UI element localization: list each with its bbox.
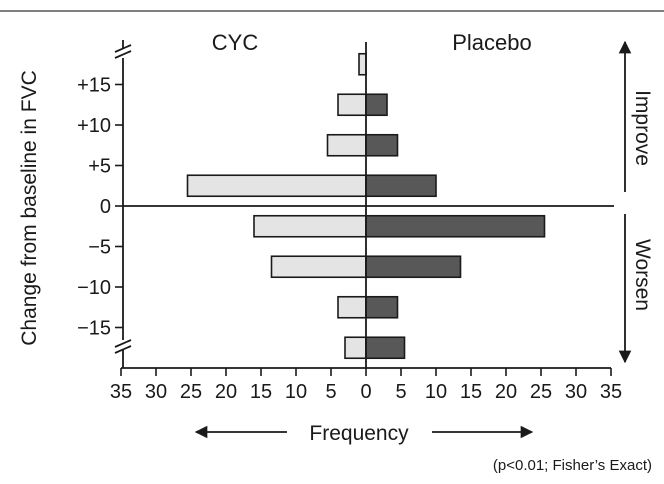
x-tick-label: 30 (145, 381, 167, 403)
x-ticks-group: 35 30 25 20 15 10 5 0 5 10 15 20 25 30 35 (110, 368, 622, 403)
x-tick-label: 5 (325, 381, 336, 403)
improve-label: Improve (631, 90, 654, 166)
y-tick-label: −10 (77, 277, 111, 299)
bar-cyc-7 (344, 336, 367, 360)
y-tick-label: −15 (77, 318, 111, 340)
legend-label-cyc: CYC (212, 30, 259, 55)
axis-break-top (114, 44, 132, 59)
x-tick-label: 10 (285, 381, 307, 403)
x-tick-label: 5 (395, 381, 406, 403)
legend-label-placebo: Placebo (452, 30, 532, 55)
y-tick-label: +5 (88, 156, 111, 178)
x-tick-label: 35 (600, 381, 622, 403)
y-tick-label: +10 (77, 115, 111, 137)
x-axis-title: Frequency (309, 422, 409, 445)
bar-cyc-5 (270, 255, 367, 279)
y-tick-label: +15 (77, 75, 111, 97)
x-tick-label: 20 (495, 381, 517, 403)
worsen-label: Worsen (631, 239, 654, 311)
x-tick-label: 0 (360, 381, 371, 403)
x-tick-label: 25 (530, 381, 552, 403)
bar-placebo-6 (365, 295, 399, 319)
bar-placebo-7 (365, 336, 406, 360)
x-tick-label: 10 (425, 381, 447, 403)
footnote: (p<0.01; Fisher’s Exact) (493, 457, 652, 474)
axis-break-bottom (114, 339, 132, 354)
bar-cyc-6 (337, 295, 367, 319)
x-tick-label: 20 (215, 381, 237, 403)
x-tick-label: 15 (460, 381, 482, 403)
x-tick-label: 25 (180, 381, 202, 403)
bar-cyc-3 (186, 174, 367, 198)
y-ticks-group: +15 +10 +5 0 −5 −10 −15 (77, 75, 123, 340)
x-tick-label: 30 (565, 381, 587, 403)
axes-group (114, 40, 614, 369)
bar-placebo-2 (365, 133, 399, 157)
bar-cyc-2 (326, 133, 367, 157)
bar-placebo-5 (365, 255, 462, 279)
bar-placebo-1 (365, 93, 388, 117)
bar-placebo-4 (365, 214, 546, 238)
bar-cyc-0 (358, 52, 367, 76)
y-axis-title: Change from baseline in FVC (18, 70, 41, 345)
x-tick-label: 15 (250, 381, 272, 403)
bar-placebo-3 (365, 174, 437, 198)
y-tick-label: −5 (88, 237, 111, 259)
bar-cyc-4 (253, 214, 367, 238)
x-tick-label: 35 (110, 381, 132, 403)
y-tick-label: 0 (100, 196, 111, 218)
bar-cyc-1 (337, 93, 367, 117)
